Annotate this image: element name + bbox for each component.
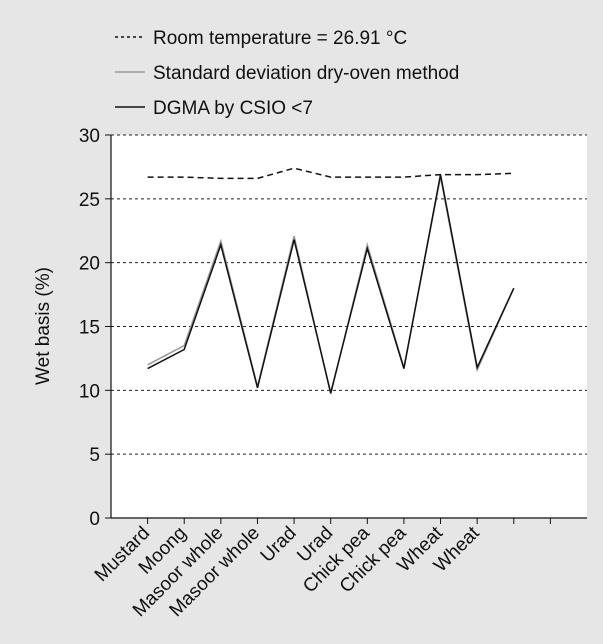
legend-item-standard-deviation: Standard deviation dry-oven method: [115, 63, 459, 84]
series-room-temperature: [147, 167, 514, 180]
legend-item-dgma: DGMA by CSIO <7: [115, 98, 313, 119]
series-dgma: [147, 174, 515, 394]
legend-label: Standard deviation dry-oven method: [153, 63, 459, 84]
legend-label: Room temperature = 26.91 °C: [153, 28, 407, 49]
axes: [105, 134, 587, 524]
legend-item-room-temperature: Room temperature = 26.91 °C: [115, 28, 407, 49]
grid: [111, 134, 587, 455]
y-tick-label: 20: [79, 254, 100, 275]
y-tick-label: 10: [79, 381, 100, 402]
y-tick-label: 15: [79, 318, 100, 339]
y-tick-label: 30: [79, 126, 100, 147]
legend: Room temperature = 26.91 °C Standard dev…: [115, 28, 459, 119]
y-axis-label: Wet basis (%): [33, 267, 54, 385]
series: [147, 167, 515, 395]
y-tick-label: 25: [79, 190, 100, 211]
y-tick-label: 5: [89, 445, 100, 466]
x-tick-label: Urad: [257, 523, 301, 567]
y-tick-label: 0: [89, 509, 100, 530]
legend-label: DGMA by CSIO <7: [153, 98, 313, 119]
